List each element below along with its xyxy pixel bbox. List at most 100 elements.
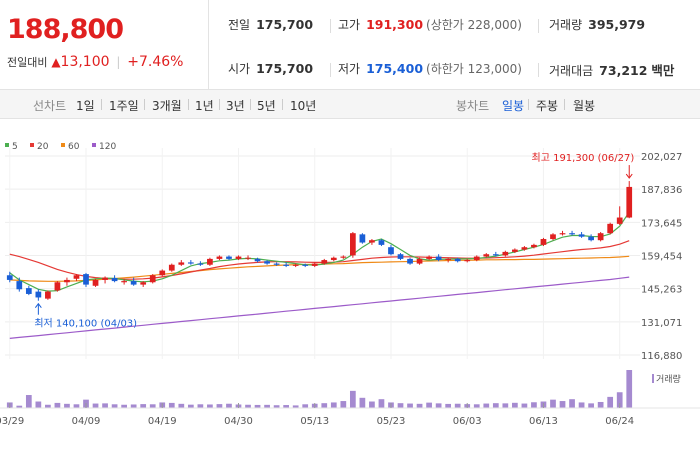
amount-value: 73,212 [599, 63, 648, 78]
candle-body [235, 256, 242, 259]
candle-body [140, 282, 147, 285]
candle-body [321, 260, 328, 264]
divider [538, 19, 539, 33]
stats-column-2: 고가 191,300 (상한가 228,000) 저가 175,400 (하한가 123… [338, 0, 528, 89]
y-tick-label: 159,454 [641, 251, 682, 262]
volume-bar [273, 405, 280, 408]
period-1d[interactable]: 1일 [76, 99, 95, 113]
candle-body [512, 249, 518, 252]
high-label: 고가 [338, 18, 361, 32]
candle-body [6, 275, 13, 280]
volume-bar [407, 403, 413, 408]
legend-label-20: 20 [37, 142, 49, 152]
low-value: 175,400 [366, 61, 424, 76]
candle-body [73, 275, 80, 279]
divider [538, 63, 539, 77]
volume-bar [397, 403, 404, 408]
volume-bar [502, 403, 509, 408]
candle-body [159, 270, 166, 276]
open-price: 시가 175,700 [228, 60, 313, 80]
x-tick-label: 05/13 [300, 416, 329, 427]
candle-body [264, 261, 270, 264]
period-3y[interactable]: 3년 [226, 99, 245, 113]
volume-bar [588, 403, 594, 408]
period-10y[interactable]: 10년 [290, 99, 317, 113]
candle-body [569, 233, 575, 235]
divider [528, 99, 529, 110]
candle-body [16, 281, 23, 290]
stock-chart: 5 20 60 120 202,027 187,836 173,645 159,454 145… [0, 142, 700, 427]
candle-body [445, 258, 452, 261]
legend-swatch-5 [5, 143, 9, 147]
x-axis: 03/29 04/09 04/19 04/30 05/13 05/23 06/03 06/13… [0, 403, 700, 427]
candle-body [254, 258, 261, 262]
candle-body [35, 291, 42, 298]
candle-monthly[interactable]: 월봉 [573, 99, 596, 113]
change-percent: +7.46% [127, 54, 184, 70]
volume-bar [207, 404, 213, 408]
legend-swatch-60 [61, 143, 65, 147]
period-5y[interactable]: 5년 [257, 99, 276, 113]
volume-bar [473, 404, 480, 408]
volume-bar [416, 403, 423, 408]
x-tick-label: 03/29 [0, 416, 24, 427]
volume-bar [531, 402, 537, 408]
prev-close: 전일 175,700 [228, 16, 313, 36]
volume-bar [550, 399, 556, 408]
candle-weekly[interactable]: 주봉 [536, 99, 559, 113]
candle-body [607, 223, 614, 234]
candle-body [178, 262, 185, 265]
divider [330, 19, 331, 33]
volume-bar [302, 404, 309, 408]
legend-swatch-120 [92, 143, 96, 147]
candle-body [130, 281, 137, 285]
divider [330, 63, 331, 77]
volume-bar [25, 395, 32, 408]
x-tick-label: 06/13 [529, 416, 558, 427]
low-label: 저가 [338, 62, 361, 76]
candle-body [273, 263, 280, 265]
candle-body [121, 281, 127, 283]
volume-bar [607, 396, 614, 408]
volume-bar [512, 402, 518, 408]
volume-bar [292, 405, 299, 408]
amount-unit: 백만 [651, 63, 675, 78]
volume-bars: 거래량 [5, 370, 681, 409]
volume-bar [330, 402, 337, 408]
x-tick-label: 06/03 [453, 416, 482, 427]
change-value: 13,100 [60, 54, 110, 70]
period-1w[interactable]: 1주일 [109, 99, 139, 113]
candle-body [502, 251, 509, 256]
open-label: 시가 [228, 62, 251, 76]
x-tick-label: 06/24 [605, 416, 634, 427]
candle-daily[interactable]: 일봉 [502, 99, 525, 113]
period-3m[interactable]: 3개월 [152, 99, 182, 113]
stats-column-3: 거래량 395,979 거래대금 73,212 백만 [549, 0, 699, 89]
low-annotation: 최저 140,100 (04/03) [34, 318, 137, 330]
candle-body [102, 277, 108, 280]
x-tick-label: 04/30 [224, 416, 253, 427]
volume-bar [321, 403, 328, 408]
volume-bar [359, 397, 366, 408]
period-1y[interactable]: 1년 [195, 99, 214, 113]
candle-body [521, 247, 528, 250]
volume-bar [340, 401, 347, 408]
volume-bar [226, 403, 232, 408]
y-tick-label: 202,027 [641, 152, 682, 163]
candle-body [597, 233, 604, 241]
candle-body [397, 254, 404, 259]
candle-body [435, 256, 442, 261]
volume-bar [64, 403, 70, 408]
up-arrow-icon: ▲ [51, 55, 61, 69]
legend-label-60: 60 [68, 142, 80, 152]
volume-bar [45, 404, 51, 408]
x-tick-label: 04/09 [72, 416, 101, 427]
candle-body [187, 262, 194, 264]
current-price: 188,800 [7, 14, 124, 45]
divider [144, 99, 145, 110]
y-tick-label: 145,263 [641, 285, 682, 296]
candle-body [64, 279, 70, 283]
x-tick-label: 04/19 [148, 416, 177, 427]
change-divider: | [116, 55, 121, 69]
volume-bar [559, 401, 566, 408]
